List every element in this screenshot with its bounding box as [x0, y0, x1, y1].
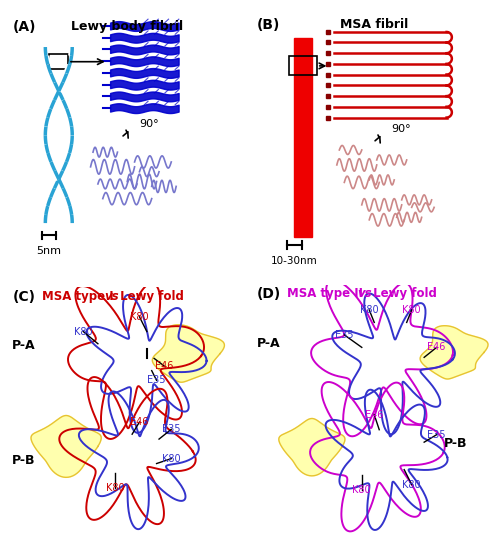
Text: E46: E46: [365, 410, 383, 420]
Text: P-A: P-A: [257, 337, 280, 350]
Text: vs: vs: [357, 288, 371, 300]
Text: Lewy fold: Lewy fold: [369, 288, 437, 300]
Text: 90°: 90°: [140, 119, 159, 129]
Text: P-B: P-B: [12, 454, 36, 466]
Text: K80: K80: [106, 483, 124, 493]
Text: 5nm: 5nm: [36, 246, 61, 256]
Text: (C): (C): [12, 290, 35, 304]
Text: MSA type I: MSA type I: [42, 290, 117, 303]
Bar: [49, 54, 68, 69]
Text: (A): (A): [12, 20, 36, 34]
Text: MSA type II: MSA type II: [287, 288, 367, 300]
Text: K80: K80: [130, 312, 149, 322]
Text: vs: vs: [104, 290, 119, 303]
Text: E46: E46: [130, 417, 149, 427]
Text: K80: K80: [360, 305, 379, 315]
Text: 90°: 90°: [392, 124, 411, 134]
Text: 10-30nm: 10-30nm: [271, 256, 318, 266]
Text: MSA fibril: MSA fibril: [340, 18, 408, 31]
Text: P-B: P-B: [444, 437, 468, 450]
Text: (B): (B): [257, 18, 280, 32]
Polygon shape: [420, 326, 488, 379]
Bar: [294, 38, 312, 237]
Text: K80: K80: [162, 454, 181, 464]
Text: E46: E46: [155, 361, 173, 371]
Text: K80: K80: [74, 327, 92, 337]
Polygon shape: [152, 325, 225, 382]
Text: E46: E46: [428, 342, 446, 353]
Bar: [289, 57, 317, 75]
Text: K80: K80: [402, 480, 421, 490]
Text: K80: K80: [352, 485, 371, 494]
Text: E35: E35: [162, 424, 181, 434]
Text: E35: E35: [335, 330, 354, 340]
Text: Lewy body fibril: Lewy body fibril: [71, 20, 183, 33]
Text: Lewy fold: Lewy fold: [116, 290, 184, 303]
Text: E35: E35: [427, 430, 446, 439]
Text: (D): (D): [257, 288, 281, 301]
Polygon shape: [31, 415, 101, 477]
Text: E35: E35: [147, 376, 166, 386]
Text: P-A: P-A: [12, 339, 36, 351]
Polygon shape: [279, 419, 345, 476]
Text: K80: K80: [402, 305, 421, 315]
